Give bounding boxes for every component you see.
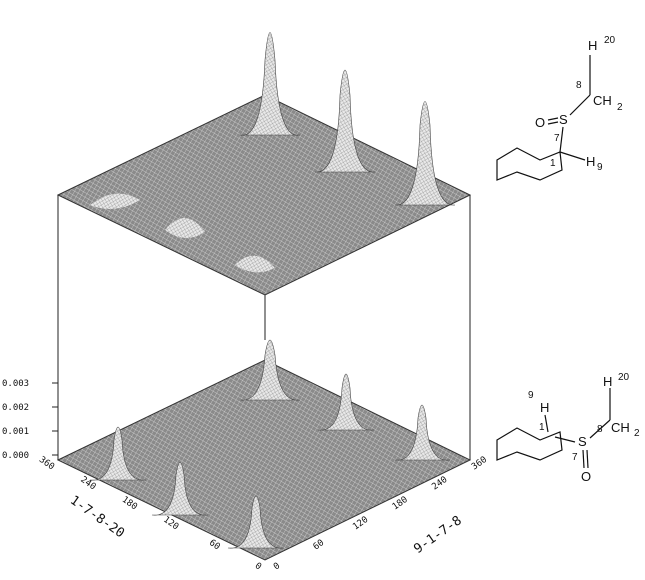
structure-bottom: 9 H 1 S 7 O 8 H 20 CH 2: [497, 372, 640, 484]
atom-label: H: [586, 154, 595, 169]
z-tick-label: 0.003: [2, 379, 29, 389]
z-tick-label: 0.000: [2, 451, 29, 461]
upper-surface: [58, 33, 470, 296]
x-tick-label: 360: [37, 455, 56, 473]
atom-label: 8: [597, 424, 603, 435]
x-tick-label: 0: [253, 561, 263, 572]
atom-label: 1: [539, 422, 545, 433]
y-tick-label: 120: [351, 515, 370, 533]
atom-label: 2: [634, 428, 640, 439]
atom-label: S: [559, 112, 568, 127]
x-tick-label: 60: [207, 538, 222, 552]
atom-label: 20: [618, 372, 630, 383]
atom-label: 2: [617, 102, 623, 113]
atom-label: H: [588, 38, 597, 53]
atom-label: H: [603, 374, 612, 389]
atom-label: 7: [572, 452, 578, 463]
figure: 0.0030.0020.0010.000 360240180120600 060…: [0, 0, 645, 580]
structure-top: H 20 8 CH 2 O S 7 1 H 9: [497, 35, 623, 180]
atom-label: 20: [604, 35, 616, 46]
atom-label: O: [535, 115, 545, 130]
atom-label: CH: [593, 93, 612, 108]
atom-label: S: [578, 434, 587, 449]
atom-label: 8: [576, 80, 582, 91]
atom-label: 9: [528, 390, 534, 401]
atom-label: H: [540, 400, 549, 415]
y-tick-label: 60: [312, 538, 327, 552]
z-axis: 0.003 0.002 0.001 0.000: [2, 379, 58, 461]
atom-label: O: [581, 469, 591, 484]
z-tick-label: 0.001: [2, 427, 29, 437]
atom-label: 9: [597, 162, 603, 173]
atom-label: 1: [550, 158, 556, 169]
x-axis-label: 1-7-8-20: [67, 493, 127, 541]
z-tick-label: 0.002: [2, 403, 29, 413]
y-tick-label: 0: [272, 561, 282, 572]
y-axis-label: 9-1-7-8: [411, 513, 464, 557]
atom-label: CH: [611, 420, 630, 435]
y-tick-label: 360: [470, 455, 489, 473]
atom-label: 7: [554, 133, 560, 144]
